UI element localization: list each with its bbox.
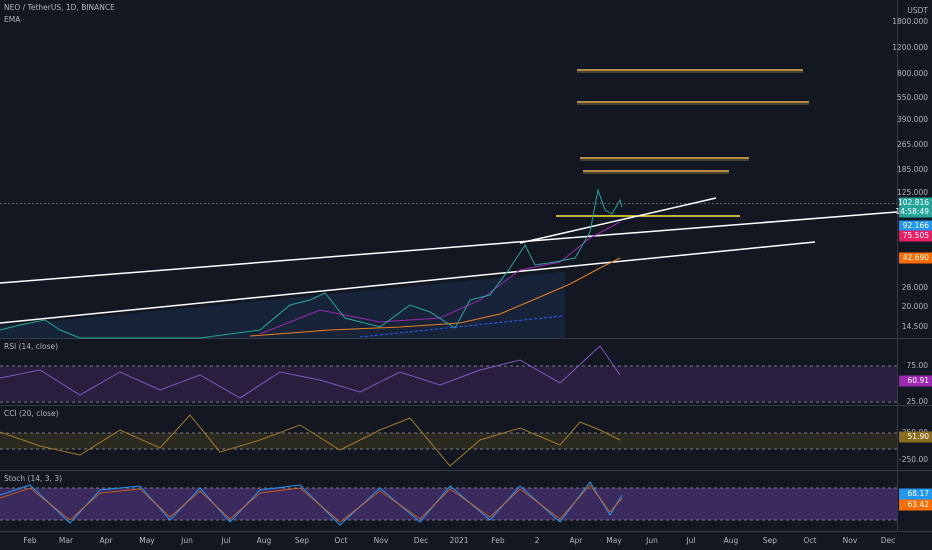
price-badge: 68.17 (899, 488, 932, 500)
price-badge: 63.42 (899, 499, 932, 511)
time-label: Oct (804, 536, 817, 545)
time-label: Aug (257, 536, 272, 545)
badge-text: 60.91 (908, 376, 930, 385)
symbol-title: NEO / TetherUS, 1D, BINANCE (4, 3, 115, 12)
time-label: Dec (414, 536, 429, 545)
badge-box (899, 499, 932, 511)
pane-axis-label: 25.00 (907, 397, 929, 406)
price-badge: 92.166 (899, 220, 932, 232)
price-badge: 102.816 (898, 197, 932, 209)
badge-text: 102.816 (898, 198, 929, 207)
time-label: Mar (59, 536, 74, 545)
time-label: Jun (180, 536, 193, 545)
badge-box (899, 220, 932, 232)
time-label: Apr (100, 536, 114, 545)
price-badge: 75.505 (899, 230, 932, 242)
price-label: 390.000 (897, 115, 928, 124)
time-label: Jul (220, 536, 230, 545)
currency: USDT (907, 6, 928, 15)
price-label: 265.000 (897, 140, 928, 149)
separators (0, 0, 932, 532)
price-label: 550.000 (897, 93, 928, 102)
time-label: Oct (335, 536, 348, 545)
price-label: 185.000 (897, 165, 928, 174)
price-label: 28.000 (902, 283, 928, 292)
badge-box (899, 431, 932, 443)
badge-text: 92.166 (903, 221, 929, 230)
badge-text: 68.17 (908, 489, 930, 498)
time-label: Aug (724, 536, 739, 545)
time-label: Feb (23, 536, 37, 545)
time-label: Sep (295, 536, 309, 545)
badge-text: 14:58:49 (895, 207, 929, 216)
price-label: 800.000 (897, 69, 928, 78)
badge-box (899, 375, 932, 387)
time-label: Nov (843, 536, 858, 545)
time-label: 2 (535, 536, 540, 545)
price-label: 1200.000 (892, 43, 928, 52)
badge-box (899, 197, 932, 209)
price-badge: 42.690 (899, 252, 932, 264)
indicator-name: EMA (4, 15, 21, 24)
time-label: Jun (645, 536, 658, 545)
time-label: May (139, 536, 155, 545)
badge-box (899, 206, 932, 218)
price-label: 125.000 (897, 188, 928, 197)
badge-text: 75.505 (903, 231, 929, 240)
time-label: 2021 (449, 536, 468, 545)
pane-axis-label: -250.00 (899, 455, 928, 464)
pane-title: Stoch (14, 3, 3) (4, 474, 62, 483)
time-label: Sep (763, 536, 777, 545)
price-badge: 60.91 (899, 375, 932, 387)
pane-axis-label: 75.00 (907, 361, 929, 370)
badge-text: 51.90 (908, 432, 930, 441)
price-badge: 51.90 (899, 431, 932, 443)
badge-text: 63.42 (908, 500, 930, 509)
price-label: 1800.000 (892, 17, 928, 26)
time-label: Apr (570, 536, 584, 545)
badge-box (899, 488, 932, 500)
badge-box (899, 252, 932, 264)
price-badge: 14:58:49 (895, 206, 932, 218)
main-chart (0, 69, 898, 339)
time-label: Dec (881, 536, 896, 545)
price-label: 14.500 (902, 322, 928, 331)
time-label: May (606, 536, 622, 545)
pane-title: CCI (20, close) (4, 409, 59, 418)
badge-box (899, 230, 932, 242)
time-label: Jul (685, 536, 695, 545)
price-label: 20.000 (902, 302, 928, 311)
badge-text: 42.690 (903, 253, 929, 262)
time-label: Nov (374, 536, 389, 545)
pane-title: RSI (14, close) (4, 342, 58, 351)
indicator-panes (0, 345, 897, 526)
time-label: Feb (491, 536, 505, 545)
